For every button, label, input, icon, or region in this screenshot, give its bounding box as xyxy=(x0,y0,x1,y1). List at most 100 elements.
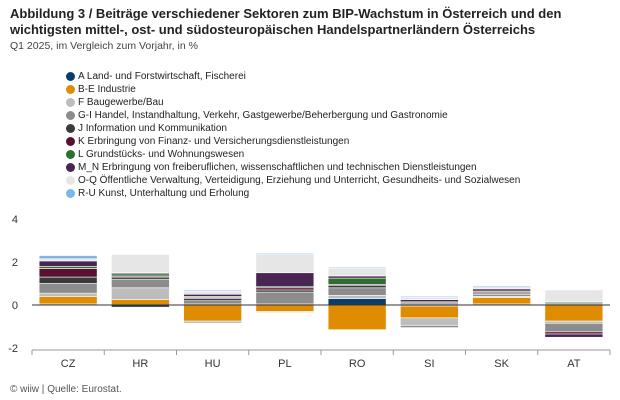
x-tick-label: PL xyxy=(278,358,291,370)
bar-segment xyxy=(111,273,170,277)
bar-segment xyxy=(255,254,315,274)
legend-label: R-U Kunst, Unterhaltung und Erholung xyxy=(78,188,250,199)
y-tick-label: -2 xyxy=(8,343,18,355)
bar-segment xyxy=(472,288,531,292)
bar-segment xyxy=(183,290,242,295)
bar-segment xyxy=(38,255,98,260)
bar-segment xyxy=(255,311,315,313)
bar-segment xyxy=(255,304,315,312)
bar-segment xyxy=(38,296,98,305)
bar-segment xyxy=(38,258,98,262)
legend-label: O-Q Öffentliche Verwaltung, Verteidigung… xyxy=(78,175,521,186)
bar-segment xyxy=(111,299,170,306)
legend-item: G-I Handel, Instandhaltung, Verkehr, Gas… xyxy=(66,109,520,122)
bar-segment xyxy=(327,268,387,277)
bar-segment xyxy=(472,285,531,288)
x-tick-label: RO xyxy=(349,358,366,370)
x-tick-label: SK xyxy=(494,358,509,370)
legend-item: F Baugewerbe/Bau xyxy=(66,96,520,109)
bar-segment xyxy=(38,268,98,278)
bar-segment xyxy=(400,325,459,328)
legend-label: M_N Erbringung von freiberuflichen, wiss… xyxy=(78,162,477,173)
bar-segment xyxy=(544,289,604,303)
bar-segment xyxy=(472,293,531,297)
x-tick-label: SI xyxy=(424,358,434,370)
legend-label: K Erbringung von Finanz- und Versicherun… xyxy=(78,136,350,147)
bar-segment xyxy=(327,287,387,296)
legend-swatch xyxy=(66,111,75,120)
legend-swatch xyxy=(66,72,75,81)
legend-swatch xyxy=(66,189,75,198)
legend-label: F Baugewerbe/Bau xyxy=(78,97,164,108)
legend-item: L Grundstücks- und Wohnungswesen xyxy=(66,148,520,161)
bar-segment xyxy=(183,298,242,302)
legend-item: J Information und Kommunikation xyxy=(66,122,520,135)
legend-item: B-E Industrie xyxy=(66,83,520,96)
y-tick-label: 4 xyxy=(12,214,18,226)
legend-swatch xyxy=(66,85,75,94)
bar-segment xyxy=(544,304,604,322)
chart-subtitle: Q1 2025, im Vergleich zum Vorjahr, in % xyxy=(10,40,198,52)
bar-segment xyxy=(255,253,315,255)
bar-segment xyxy=(183,300,242,305)
stacked-bar-chart: -2 0 2 4 CZ HR HU PL RO SI SK AT xyxy=(8,214,611,370)
bar-segment xyxy=(400,299,459,303)
bar-segment xyxy=(544,320,604,324)
legend: A Land- und Forstwirtschaft, Fischerei B-… xyxy=(66,70,520,200)
bar-segment xyxy=(472,286,531,290)
x-tick-label: HR xyxy=(132,358,148,370)
bar-segment xyxy=(544,322,604,333)
bar-segment xyxy=(327,275,387,279)
x-tick-label: AT xyxy=(567,358,581,370)
legend-swatch xyxy=(66,176,75,185)
bar-segment xyxy=(327,298,387,306)
bar-segment xyxy=(183,293,242,297)
legend-item: A Land- und Forstwirtschaft, Fischerei xyxy=(66,70,520,83)
bar-segment xyxy=(327,277,387,285)
bar-segment xyxy=(544,331,604,335)
bar-segment xyxy=(111,287,170,300)
legend-item: K Erbringung von Finanz- und Versicherun… xyxy=(66,135,520,148)
legend-swatch xyxy=(66,137,75,146)
bar-segment xyxy=(255,287,315,291)
bar-segment xyxy=(111,276,170,280)
bar-segment xyxy=(183,304,242,322)
bar-segment xyxy=(111,278,170,289)
bar-segment xyxy=(255,272,315,288)
legend-swatch xyxy=(66,150,75,159)
bar-segment xyxy=(327,295,387,299)
bar-segment xyxy=(544,333,604,338)
bar-segment xyxy=(400,297,459,300)
legend-swatch xyxy=(66,124,75,133)
bar-segment xyxy=(327,304,387,331)
bar-segment xyxy=(255,289,315,293)
bar-segment xyxy=(400,317,459,326)
source-note: © wiiw | Quelle: Eurostat. xyxy=(10,384,122,395)
bar-segment xyxy=(472,297,531,305)
legend-label: L Grundstücks- und Wohnungswesen xyxy=(78,149,245,160)
bar-segment xyxy=(38,292,98,297)
x-tick-label: CZ xyxy=(61,358,76,370)
bar-segment xyxy=(38,283,98,294)
bar-segment xyxy=(38,260,98,267)
legend-swatch xyxy=(66,163,75,172)
bar-segment xyxy=(183,289,242,292)
y-tick-label: 2 xyxy=(12,257,18,269)
legend-swatch xyxy=(66,98,75,107)
legend-label: J Information und Kommunikation xyxy=(78,123,227,134)
x-tick-label: HU xyxy=(205,358,221,370)
legend-item: O-Q Öffentliche Verwaltung, Verteidigung… xyxy=(66,174,520,187)
legend-label: B-E Industrie xyxy=(78,84,136,95)
bar-segment xyxy=(400,305,459,319)
bar-segment xyxy=(255,291,315,305)
bar-segment xyxy=(38,265,98,269)
bar-segment xyxy=(327,285,387,289)
legend-label: G-I Handel, Instandhaltung, Verkehr, Gas… xyxy=(78,110,448,121)
bar-segment xyxy=(327,267,387,269)
bar-segment xyxy=(183,320,242,324)
bar-segment xyxy=(111,254,170,274)
y-tick-label: 0 xyxy=(12,300,18,312)
legend-item: M_N Erbringung von freiberuflichen, wiss… xyxy=(66,161,520,174)
bar-segment xyxy=(38,276,98,284)
legend-label: A Land- und Forstwirtschaft, Fischerei xyxy=(78,71,246,82)
